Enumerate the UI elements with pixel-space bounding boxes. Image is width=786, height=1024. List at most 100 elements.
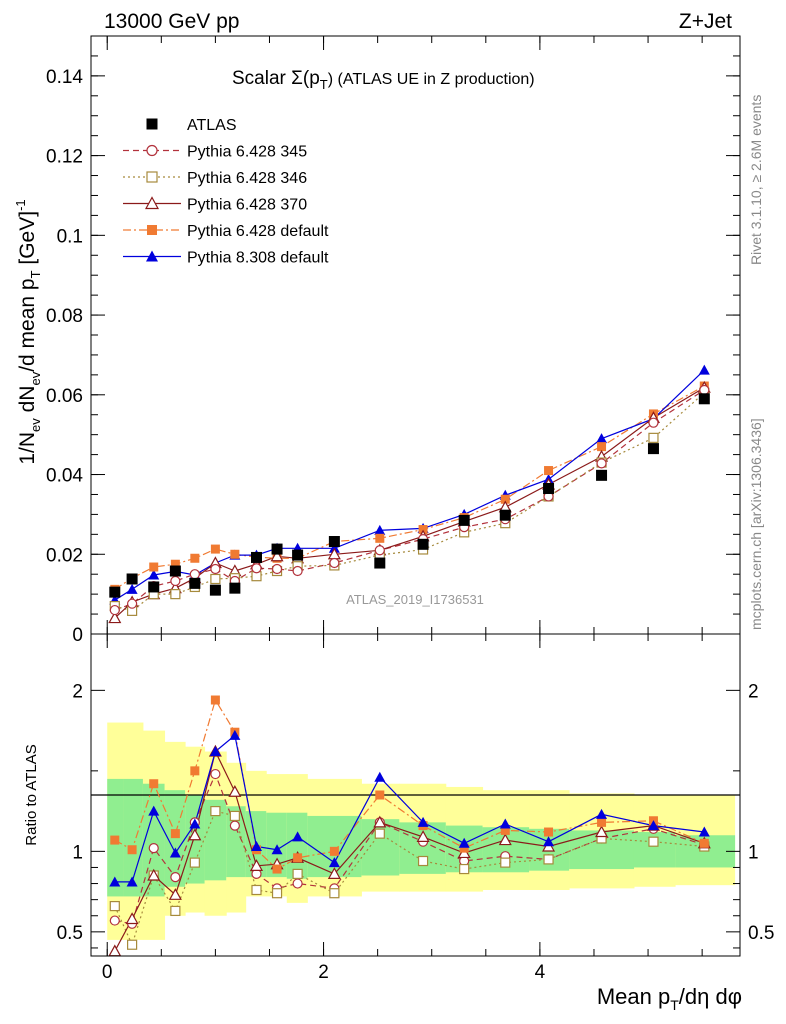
marker-p346 [210, 573, 221, 585]
ratio-marker-p346 [210, 805, 221, 817]
legend-marker-p8def [146, 250, 158, 262]
marker-p346 [648, 432, 659, 443]
ratio-marker-p370 [416, 830, 430, 842]
legend-label-p6def: Pythia 6.428 default [187, 223, 329, 240]
marker-atlas [543, 482, 555, 494]
ratio-marker-p8def [328, 857, 340, 868]
ratio-marker-p370 [595, 825, 609, 838]
ratio-marker-p6def [272, 864, 282, 874]
ratio-y-tick-label: 0.5 [57, 923, 83, 944]
ratio-marker-p345 [292, 878, 303, 889]
ratio-marker-p370 [147, 868, 161, 881]
marker-p6def [190, 553, 200, 563]
x-tick-label: 2 [318, 962, 329, 983]
marker-p8def [698, 364, 710, 375]
ratio-marker-p346 [127, 939, 138, 950]
ratio-marker-p8def [543, 836, 555, 847]
y-tick-label: 0 [72, 625, 83, 646]
main-ylabel: 1/Nev dNev/d mean pT [GeV]-1 [13, 199, 43, 464]
ratio-axes: 0.5 0.5 1 1 2 2 0 2 4 [57, 634, 774, 983]
marker-atlas [292, 549, 304, 561]
series-line-p345 [114, 389, 705, 611]
marker-p345 [189, 569, 200, 580]
marker-atlas [271, 543, 283, 555]
ratio-marker-p8def [109, 876, 121, 887]
rivet-label: Rivet 3.1.10, ≥ 2.6M events [748, 95, 764, 265]
marker-p6def [544, 466, 554, 476]
marker-p6def [500, 494, 510, 504]
ratio-marker-p346 [229, 810, 240, 822]
legend: ATLAS Pythia 6.428 345 Pythia 6.428 346 Pyt… [123, 117, 329, 267]
ratio-marker-p8def [189, 818, 201, 829]
legend-marker-p370 [144, 196, 160, 210]
ratio-marker-p370 [373, 815, 387, 828]
ratio-marker-p6def [190, 766, 200, 776]
marker-atlas [189, 577, 201, 589]
ratio-marker-p8def [169, 847, 181, 858]
marker-p6def [375, 533, 385, 543]
marker-p346 [170, 589, 181, 600]
ratio-y-tick-label: 2 [72, 681, 83, 702]
ratio-marker-p346 [459, 863, 470, 875]
ratio-marker-p346 [417, 855, 429, 867]
x-tick-label: 4 [535, 962, 546, 983]
y-tick-label: 0.08 [46, 306, 83, 327]
ratio-marker-p8def [647, 820, 659, 831]
ratio-marker-p8def [417, 816, 429, 827]
ratio-marker-p8def [698, 826, 710, 837]
mcplots-label: mcplots.cern.ch [arXiv:1306.3436] [748, 418, 764, 630]
marker-atlas [458, 514, 470, 526]
ratio-marker-p370 [498, 833, 512, 846]
ratio-uncertainty-bands [107, 722, 736, 940]
legend-label-p346: Pythia 6.428 346 [187, 170, 307, 187]
band-inner [123, 778, 144, 897]
marker-atlas [374, 557, 386, 569]
marker-p6def [210, 544, 220, 554]
ratio-marker-p346 [500, 857, 511, 868]
main-markers [108, 364, 711, 624]
y-tick-label: 0.1 [57, 226, 83, 247]
ratio-marker-p6def [699, 838, 709, 848]
series-line-p8def [114, 369, 705, 601]
ratio-frame [90, 633, 741, 957]
marker-p345 [170, 575, 181, 587]
ratio-marker-p345 [109, 915, 120, 926]
ratio-marker-p370 [168, 888, 182, 900]
ratio-marker-p370 [327, 867, 341, 879]
marker-p345 [329, 557, 340, 569]
ratio-marker-p370 [188, 828, 202, 841]
y-tick-label: 0.14 [46, 67, 83, 88]
ratio-marker-p346 [109, 900, 120, 912]
ratio-marker-p345 [170, 872, 181, 883]
ratio-marker-p8def [126, 876, 138, 887]
ratio-marker-p346 [329, 888, 340, 899]
legend-marker-p345 [146, 144, 158, 157]
legend-label-p8def: Pythia 8.308 default [187, 250, 329, 267]
legend-label-p345: Pythia 6.428 345 [187, 144, 307, 161]
process-label: Z+Jet [679, 10, 732, 33]
ratio-marker-p8def [229, 729, 241, 740]
ratio-ylabel: Ratio to ATLAS [23, 744, 40, 845]
ratio-marker-p6def [127, 845, 137, 855]
series-line-p6def [114, 385, 705, 590]
ratio-marker-p6def [544, 827, 554, 837]
marker-atlas [250, 551, 262, 563]
ratio-marker-p346 [543, 854, 554, 865]
marker-atlas [229, 582, 241, 594]
marker-atlas [499, 509, 511, 521]
marker-p345 [109, 604, 120, 616]
marker-p6def [230, 549, 240, 559]
ratio-plot: 0.5 0.5 1 1 2 2 0 2 4 Ratio to ATLAS Mean pT/dη … [23, 633, 774, 1013]
ratio-marker-p370 [125, 912, 139, 925]
marker-atlas [209, 584, 221, 596]
marker-atlas [126, 573, 138, 585]
ratio-marker-p346 [170, 905, 181, 917]
plot-title: Scalar Σ(pT) (ATLAS UE in Z production) [232, 68, 535, 92]
marker-atlas [417, 538, 429, 550]
marker-p345 [374, 545, 385, 556]
ratio-marker-p6def [459, 843, 469, 853]
main-plot: 0 0.02 0.04 0.06 0.08 0.1 0.12 0.14 Scalar Σ(pT… [13, 35, 741, 646]
marker-p345 [251, 563, 262, 574]
ratio-marker-p8def [292, 831, 304, 842]
ratio-marker-p6def [329, 846, 339, 856]
